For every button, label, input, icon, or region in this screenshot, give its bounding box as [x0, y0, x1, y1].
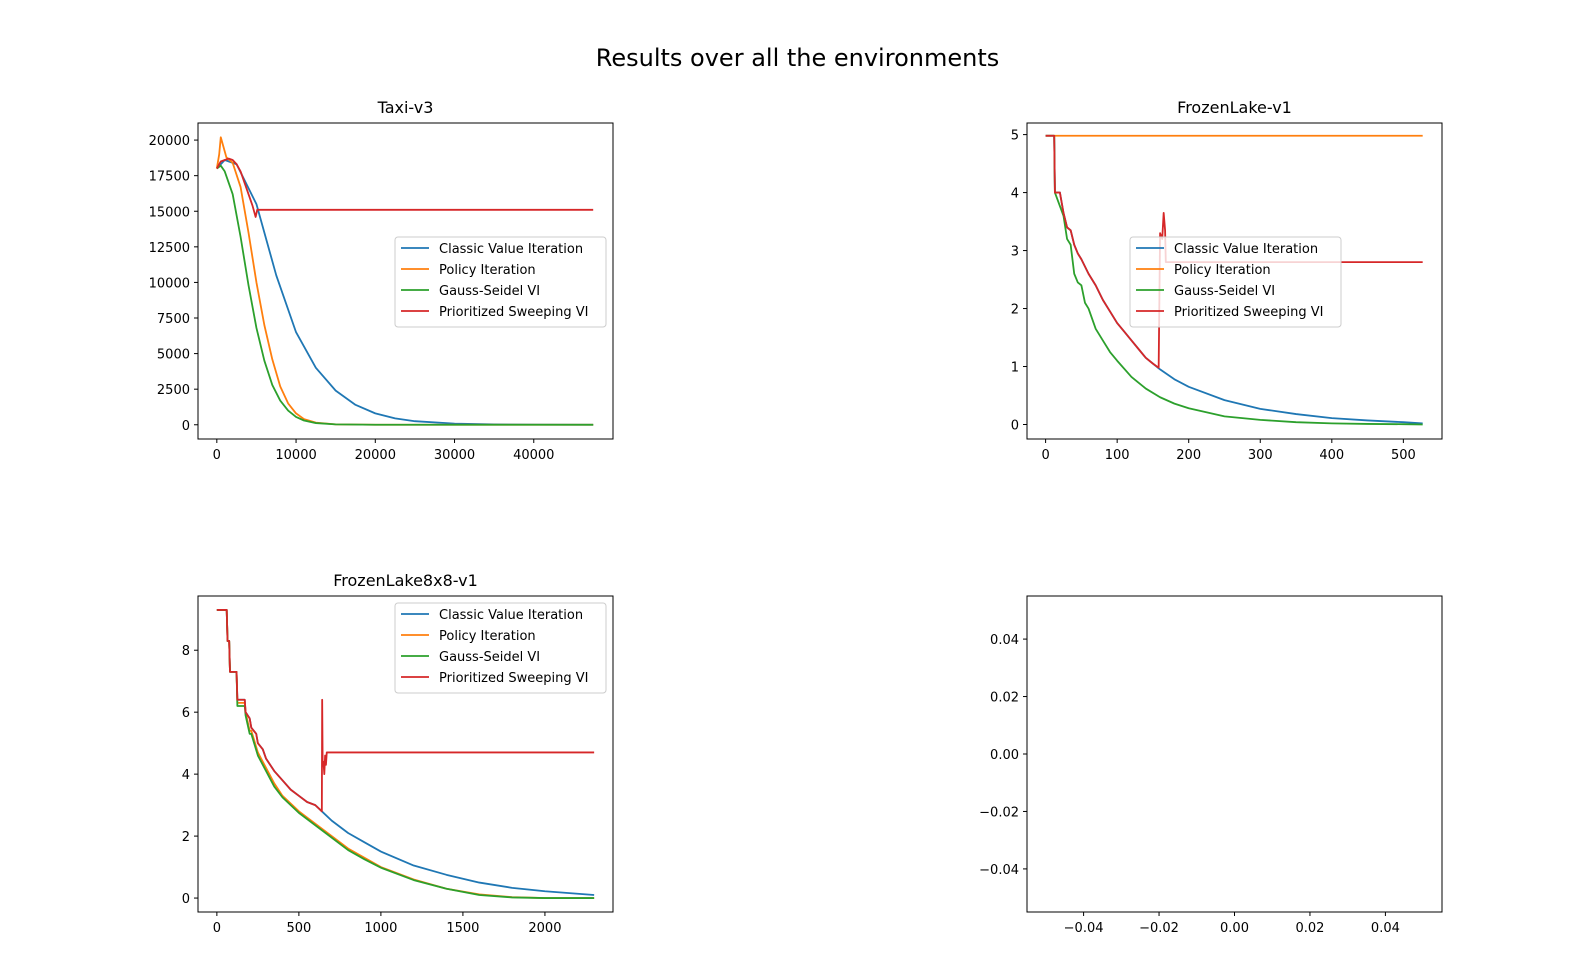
chart-panel-2: FrozenLake-v1 0 100 200 300 400 500 0 1 2 3 4 5 Class…	[1011, 98, 1443, 463]
y-tick-label: 15000	[149, 205, 190, 220]
legend-label: Policy Iteration	[439, 263, 536, 278]
legend-label: Policy Iteration	[1174, 263, 1271, 278]
x-tick-label: 200	[1176, 448, 1201, 463]
x-tick-label: 300	[1248, 448, 1273, 463]
y-tick-label: 2500	[157, 383, 190, 398]
y-tick-label: 0	[1011, 419, 1019, 434]
plot-frame	[197, 122, 614, 440]
x-tick-label: 0.02	[1295, 921, 1324, 936]
legend-label: Classic Value Iteration	[439, 242, 583, 257]
y-tick-label: 1	[1011, 361, 1019, 376]
y-tick-label: 3	[1011, 245, 1019, 260]
x-tick-label: 400	[1319, 448, 1344, 463]
legend: Classic Value Iteration Policy Iteration G…	[1129, 236, 1342, 328]
legend-label: Prioritized Sweeping VI	[1174, 305, 1324, 320]
legend-box	[1129, 236, 1342, 328]
x-tick-label: 1000	[364, 921, 397, 936]
plot-frame	[1026, 595, 1443, 913]
legend: Classic Value Iteration Policy Iteration G…	[394, 236, 607, 328]
legend-label: Gauss-Seidel VI	[439, 650, 540, 665]
chart-title: FrozenLake-v1	[1177, 98, 1292, 117]
legend-label: Gauss-Seidel VI	[1174, 284, 1275, 299]
x-tick-label: 2000	[528, 921, 561, 936]
chart-title: Taxi-v3	[377, 98, 434, 117]
legend-label: Classic Value Iteration	[439, 608, 583, 623]
y-tick-label: 7500	[157, 312, 190, 327]
y-tick-label: 8	[182, 644, 190, 659]
x-tick-label: 20000	[355, 448, 396, 463]
x-tick-label: 100	[1105, 448, 1130, 463]
y-tick-label: 6	[182, 706, 190, 721]
legend-label: Policy Iteration	[439, 629, 536, 644]
x-tick-label: 0	[213, 921, 221, 936]
chart-title: FrozenLake8x8-v1	[333, 571, 478, 590]
x-tick-label: 40000	[513, 448, 554, 463]
y-tick-label: 17500	[149, 170, 190, 185]
legend-box	[394, 602, 607, 694]
series-line-gs	[216, 164, 594, 426]
x-tick-label: 0.00	[1220, 921, 1249, 936]
legend-label: Classic Value Iteration	[1174, 242, 1318, 257]
y-tick-label: 0.00	[990, 748, 1019, 763]
x-tick-label: 30000	[434, 448, 475, 463]
legend-box	[394, 236, 607, 328]
y-tick-label: 0.02	[990, 691, 1019, 706]
x-tick-label: 0	[213, 448, 221, 463]
y-tick-label: −0.02	[979, 805, 1019, 820]
x-tick-label: −0.04	[1064, 921, 1104, 936]
plot-frame	[197, 595, 614, 913]
chart-panel-1: Taxi-v3 0 10000 20000 30000 40000 0 2500 5000 750…	[149, 98, 614, 463]
y-tick-label: 4	[182, 768, 190, 783]
y-tick-label: 4	[1011, 187, 1019, 202]
series-line-ps	[216, 157, 594, 218]
x-tick-label: −0.02	[1139, 921, 1179, 936]
y-tick-label: 12500	[149, 241, 190, 256]
figure-title: Results over all the environments	[595, 44, 1000, 72]
x-tick-label: 1500	[446, 921, 479, 936]
y-tick-label: 0.04	[990, 633, 1019, 648]
y-tick-label: 0	[182, 892, 190, 907]
y-tick-label: −0.04	[979, 863, 1019, 878]
chart-panel-3: FrozenLake8x8-v1 0 500 1000 1500 2000 0 2 4 6 8 Cla…	[182, 571, 614, 936]
y-tick-label: 10000	[149, 276, 190, 291]
series-line-gs	[1045, 134, 1423, 426]
legend: Classic Value Iteration Policy Iteration G…	[394, 602, 607, 694]
chart-panel-4: −0.04 −0.02 0.00 0.02 0.04 −0.04 −0.02 0.00 0.02…	[979, 595, 1443, 936]
plot-frame	[1026, 122, 1443, 440]
y-tick-label: 2	[1011, 303, 1019, 318]
x-tick-label: 500	[1391, 448, 1416, 463]
legend-label: Prioritized Sweeping VI	[439, 671, 589, 686]
x-tick-label: 500	[286, 921, 311, 936]
series-line-ps	[216, 609, 595, 813]
legend-label: Prioritized Sweeping VI	[439, 305, 589, 320]
y-tick-label: 5	[1011, 129, 1019, 144]
y-tick-label: 2	[182, 830, 190, 845]
legend-label: Gauss-Seidel VI	[439, 284, 540, 299]
y-tick-label: 0	[182, 419, 190, 434]
x-tick-label: 0.04	[1371, 921, 1400, 936]
x-tick-label: 0	[1041, 448, 1049, 463]
y-tick-label: 20000	[149, 134, 190, 149]
x-tick-label: 10000	[275, 448, 316, 463]
y-tick-label: 5000	[157, 348, 190, 363]
